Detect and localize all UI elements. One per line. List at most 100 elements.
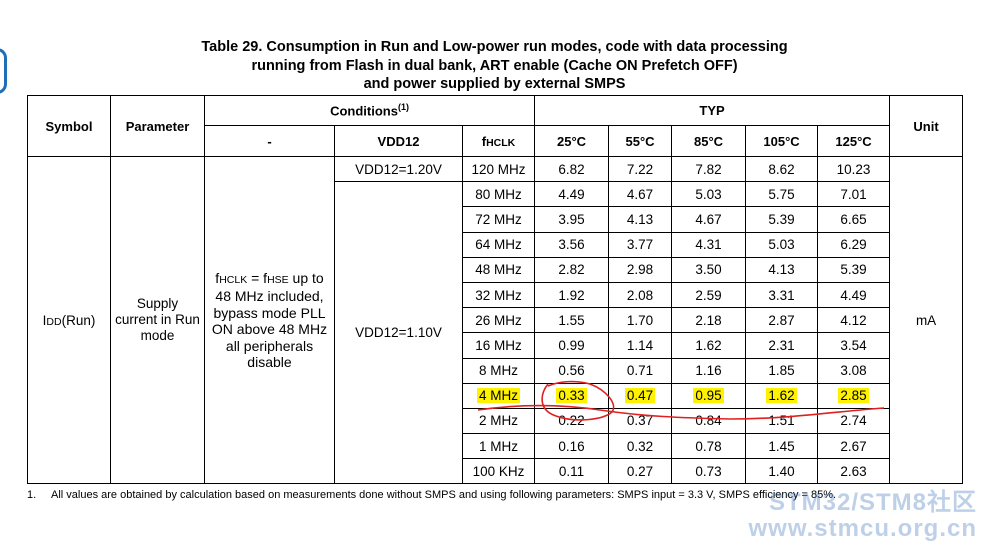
table-row: 1 MHz 0.16 0.32 0.78 1.45 2.67	[28, 433, 963, 460]
value-cell: 2.85	[817, 382, 891, 409]
header-temp-85: 85°C	[671, 125, 747, 157]
value-cell: 4.49	[534, 181, 610, 208]
table-row: 8 MHz 0.56 0.71 1.16 1.85 3.08	[28, 357, 963, 384]
value-cell: 1.40	[745, 458, 819, 485]
value-cell: 0.71	[608, 357, 673, 384]
value-cell: 2.63	[817, 458, 891, 485]
table-row: 100 KHz 0.11 0.27 0.73 1.40 2.63	[28, 458, 963, 485]
header-typ: TYP	[534, 95, 891, 126]
header-temp-105: 105°C	[745, 125, 819, 157]
table-title: Table 29. Consumption in Run and Low-pow…	[0, 38, 989, 94]
value-cell: 0.56	[534, 357, 610, 384]
value-cell: 0.47	[608, 382, 673, 409]
watermark-line-1: STM32/STM8社区	[768, 489, 977, 516]
value-cell: 3.50	[671, 256, 747, 283]
unit-cell: mA	[889, 155, 964, 485]
value-cell: 1.85	[745, 357, 819, 384]
title-line-3: and power supplied by external SMPS	[363, 76, 626, 92]
value-cell: 4.49	[817, 281, 891, 309]
value-cell: 4.13	[608, 206, 673, 233]
value-cell: 4.31	[671, 231, 747, 258]
frequency-cell: 80 MHz	[461, 181, 536, 208]
value-cell: 4.67	[671, 206, 747, 233]
header-temp-25: 25°C	[534, 125, 610, 157]
value-cell: 0.95	[671, 382, 747, 409]
value-cell: 10.23	[817, 155, 891, 183]
value-cell: 2.98	[608, 256, 673, 283]
header-temp-125: 125°C	[817, 125, 891, 157]
vdd-cell: VDD12=1.10V	[334, 181, 463, 485]
value-cell: 3.54	[817, 332, 891, 359]
value-cell: 0.37	[608, 407, 673, 435]
title-line-1: Table 29. Consumption in Run and Low-pow…	[201, 39, 788, 55]
frequency-cell: 2 MHz	[461, 407, 536, 435]
frequency-cell: 100 KHz	[461, 458, 536, 485]
frequency-cell: 32 MHz	[461, 281, 536, 309]
header-temp-55: 55°C	[608, 125, 673, 157]
frequency-cell: 16 MHz	[461, 332, 536, 359]
value-cell: 0.78	[671, 433, 747, 460]
table-row: 72 MHz 3.95 4.13 4.67 5.39 6.65	[28, 206, 963, 233]
value-cell: 1.62	[745, 382, 819, 409]
frequency-cell: 64 MHz	[461, 231, 536, 258]
value-cell: 0.11	[534, 458, 610, 485]
value-cell: 0.99	[534, 332, 610, 359]
header-parameter: Parameter	[110, 95, 205, 157]
value-cell: 5.39	[817, 256, 891, 283]
frequency-cell: 1 MHz	[461, 433, 536, 460]
value-cell: 5.03	[671, 181, 747, 208]
value-cell: 5.39	[745, 206, 819, 233]
value-cell: 5.03	[745, 231, 819, 258]
value-cell: 3.77	[608, 231, 673, 258]
value-cell: 2.87	[745, 307, 819, 334]
frequency-cell: 4 MHz	[461, 382, 536, 409]
header-unit: Unit	[889, 95, 964, 157]
footnote-number: 1.	[27, 489, 37, 501]
value-cell: 2.67	[817, 433, 891, 460]
condition-cell: fHCLK = fHSE up to 48 MHz included, bypass…	[204, 155, 335, 485]
value-cell: 4.13	[745, 256, 819, 283]
value-cell: 7.01	[817, 181, 891, 208]
value-cell: 1.16	[671, 357, 747, 384]
value-cell: 1.51	[745, 407, 819, 435]
header-dash: -	[204, 125, 335, 157]
vdd-cell: VDD12=1.20V	[334, 155, 463, 183]
value-cell: 7.82	[671, 155, 747, 183]
value-cell: 8.62	[745, 155, 819, 183]
value-cell: 0.16	[534, 433, 610, 460]
value-cell: 2.74	[817, 407, 891, 435]
frequency-cell: 8 MHz	[461, 357, 536, 384]
table-row: 32 MHz 1.92 2.08 2.59 3.31 4.49	[28, 281, 963, 309]
value-cell: 6.65	[817, 206, 891, 233]
value-cell: 4.12	[817, 307, 891, 334]
value-cell: 3.56	[534, 231, 610, 258]
frequency-cell: 120 MHz	[461, 155, 536, 183]
value-cell: 6.29	[817, 231, 891, 258]
value-cell: 1.62	[671, 332, 747, 359]
value-cell: 0.22	[534, 407, 610, 435]
value-cell: 2.08	[608, 281, 673, 309]
header-symbol: Symbol	[27, 95, 111, 157]
value-cell: 2.31	[745, 332, 819, 359]
frequency-cell: 48 MHz	[461, 256, 536, 283]
value-cell: 2.82	[534, 256, 610, 283]
frequency-cell: 72 MHz	[461, 206, 536, 233]
title-line-2: running from Flash in dual bank, ART ena…	[251, 57, 738, 74]
value-cell: 0.32	[608, 433, 673, 460]
value-cell: 1.14	[608, 332, 673, 359]
header-fhclk: fHCLK	[461, 125, 536, 157]
header-vdd12: VDD12	[334, 125, 463, 157]
value-cell: 1.55	[534, 307, 610, 334]
value-cell: 5.75	[745, 181, 819, 208]
table-row: 64 MHz 3.56 3.77 4.31 5.03 6.29	[28, 231, 963, 258]
value-cell: 1.45	[745, 433, 819, 460]
table-row: 48 MHz 2.82 2.98 3.50 4.13 5.39	[28, 256, 963, 283]
value-cell: 2.59	[671, 281, 747, 309]
table-row: IDD(Run) Supply current in Run mode fHCLK = …	[27, 155, 964, 485]
footnote-ref: (1)	[397, 102, 409, 113]
value-cell: 7.22	[608, 155, 673, 183]
value-cell: 0.84	[671, 407, 747, 435]
table-row: VDD12=1.10V 80 MHz 4.49 4.67 5.03 5.75 7.01	[28, 181, 963, 485]
header-conditions: Conditions(1)	[203, 95, 536, 126]
